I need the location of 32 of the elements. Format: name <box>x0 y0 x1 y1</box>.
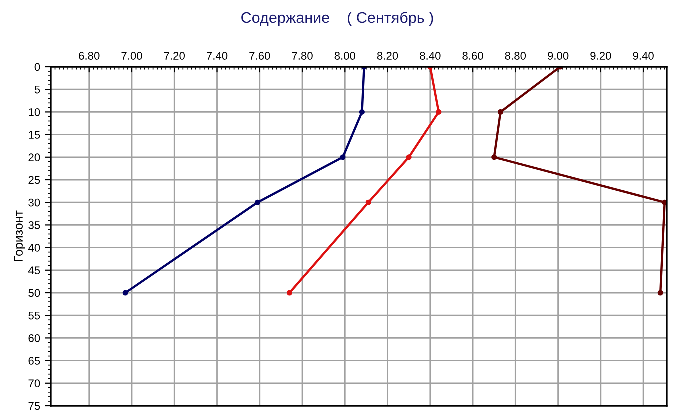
y-tick-label: 30 <box>28 198 40 207</box>
y-axis-title: Горизонт <box>14 210 26 262</box>
y-tick-label: 40 <box>28 244 40 252</box>
x-tick-label: 7.40 <box>207 52 228 60</box>
x-tick-label: 8.20 <box>377 52 398 60</box>
x-tick-label: 8.80 <box>505 52 526 60</box>
y-tick-label: 55 <box>28 312 40 320</box>
y-tick-label: 25 <box>28 176 40 184</box>
x-tick-label: 9.40 <box>633 52 654 60</box>
x-tick-label: 7.80 <box>292 52 313 60</box>
y-tick-label: 50 <box>28 289 40 298</box>
y-tick-label: 45 <box>28 266 40 275</box>
y-tick-label: 20 <box>28 154 40 162</box>
x-tick-label: 8.40 <box>420 52 441 60</box>
y-tick-label: 10 <box>29 108 40 116</box>
x-tick-label: 7.00 <box>122 52 142 60</box>
x-tick-label: 7.20 <box>164 52 186 60</box>
y-tick-label: 35 <box>28 221 40 230</box>
y-tick-label: 65 <box>28 357 40 365</box>
x-tick-label: 7.60 <box>250 52 270 60</box>
x-tick-label: 9.00 <box>548 52 569 60</box>
chart-title: Содержание ( Сентябрь ) <box>242 12 434 26</box>
y-tick-label: 0 <box>34 63 40 72</box>
y-tick-label: 15 <box>29 131 40 139</box>
x-tick-label: 6.80 <box>79 52 100 60</box>
x-tick-label: 8.60 <box>462 52 484 60</box>
y-tick-label: 70 <box>28 380 40 388</box>
y-tick-label: 60 <box>28 334 40 342</box>
y-tick-label: 75 <box>28 402 40 410</box>
x-tick-label: 8.00 <box>334 52 356 60</box>
x-tick-label: 9.20 <box>590 52 612 60</box>
y-tick-label: 5 <box>34 86 40 94</box>
